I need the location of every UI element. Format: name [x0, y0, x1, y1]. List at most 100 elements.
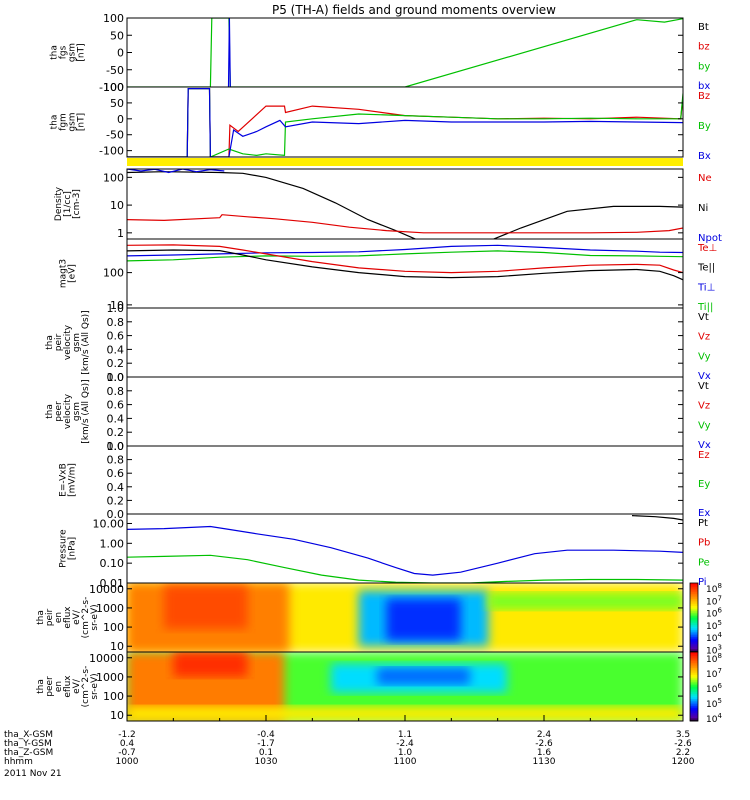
panel-fgs: 100 50 0 -50 -100 tha fgs gsm [nT] Bt bz by bx — [50, 12, 711, 94]
colorbar-exponent: 4 — [717, 631, 722, 639]
legend-vel_electron-2: Vy — [698, 420, 711, 431]
colorbar-segment — [690, 660, 698, 663]
colorbar-segment — [690, 665, 698, 669]
colorbar-segment — [690, 696, 698, 700]
y-axis-label: [1/cc] — [63, 191, 73, 217]
series-fgm-bx — [127, 87, 683, 157]
colorbar-segment — [690, 693, 698, 696]
y-axis-label: tha — [45, 335, 55, 350]
y-axis-label: E=-VxB — [59, 463, 69, 497]
heatmap-cell-eflux_electron-4 — [377, 667, 470, 685]
x-row-label: tha_Z-GSM — [4, 748, 53, 758]
x-row-value: -1.7 — [257, 739, 275, 749]
y-tick-label: 10000 — [89, 652, 124, 665]
colorbar-segment — [690, 598, 698, 601]
y-axis-label: tha — [36, 679, 46, 694]
colorbar-tick-label: 107 — [706, 667, 722, 680]
legend-temperature-3: Ti|| — [697, 302, 713, 313]
colorbar-segment — [690, 614, 698, 617]
y-axis-label: tha — [45, 404, 55, 419]
colorbar-segment — [690, 664, 698, 667]
y-axis-label: velocity — [63, 324, 73, 360]
colorbar-segment — [690, 669, 698, 672]
colorbar-tick-label: 108 — [706, 582, 722, 595]
colorbar-exponent: 4 — [717, 712, 722, 720]
y-axis-label: sr-eV) — [90, 604, 100, 630]
colorbar-segment — [690, 674, 698, 677]
y-axis-label: gsm — [72, 333, 82, 352]
colorbar-segment — [690, 708, 698, 712]
y-axis-label: (cm^2-s- — [81, 666, 91, 708]
y-axis-label: gsm — [68, 43, 78, 62]
x-row-value: 1.1 — [398, 730, 412, 740]
legend-vel_ion-3: Vx — [698, 371, 711, 382]
colorbar-segment — [690, 584, 698, 587]
colorbar-segment — [690, 641, 698, 644]
heatmap-cell-eflux_ion-4 — [386, 598, 461, 641]
x-row-value: 0.4 — [120, 739, 135, 749]
panel-frame — [126, 86, 684, 158]
colorbar-segment — [690, 629, 698, 632]
y-tick-label: 0 — [117, 113, 124, 126]
panel-temperature: 100 10 magt3 [eV] Te⊥ Te|| Ti⊥ Ti|| — [59, 238, 717, 313]
colorbar-tick-label: 107 — [706, 594, 722, 607]
legend-vel_ion-1: Vz — [698, 332, 710, 343]
y-tick-label: 0.4 — [107, 412, 125, 425]
colorbar-segment — [690, 619, 698, 622]
y-tick-label: 100 — [103, 690, 124, 703]
y-axis-label: [eV] — [68, 264, 78, 283]
colorbar-segment — [690, 643, 698, 646]
colorbar-segment — [690, 672, 698, 675]
x-row-value: 1030 — [255, 757, 278, 767]
colorbar-segment — [690, 620, 698, 624]
legend-temperature-2: Ti⊥ — [697, 282, 715, 293]
colorbar-segment — [690, 610, 698, 613]
y-tick-label: 0.2 — [107, 357, 125, 370]
y-tick-label: 1000 — [96, 602, 124, 615]
panel-frame — [126, 168, 684, 240]
y-axis-label: magt3 — [59, 259, 69, 288]
y-axis-label: eflux — [63, 606, 73, 629]
legend-density-1: Ni — [698, 203, 708, 214]
legend-temperature-1: Te|| — [697, 263, 715, 274]
colorbar-segment — [690, 624, 698, 627]
y-tick-label: 1.0 — [107, 302, 125, 315]
colorbar-segment — [690, 698, 698, 701]
colorbar-segment — [690, 633, 698, 636]
y-axis-label: peer — [45, 676, 55, 697]
colorbar-segment — [690, 712, 698, 715]
colorbar-segment — [690, 703, 698, 706]
x-row-value: -0.4 — [257, 730, 275, 740]
colorbar-segment — [690, 596, 698, 600]
colorbar-exponent: 6 — [717, 607, 722, 615]
colorbar-exponent: 5 — [717, 619, 721, 627]
colorbar-segment — [690, 639, 698, 643]
y-tick-label: 0.01 — [100, 577, 125, 590]
legend-fgs-1: bz — [698, 42, 710, 53]
panel-fgm: 100 50 0 -50 -100 tha fgm gsm [nT] Bz By Bx — [50, 81, 711, 162]
y-tick-label: 1000 — [96, 671, 124, 684]
legend-density-2: Npot — [698, 233, 722, 244]
colorbar-segment — [690, 601, 698, 605]
series-pressure-pi — [127, 525, 683, 576]
y-tick-label: 1.0 — [107, 440, 125, 453]
y-tick-label: 1.00 — [100, 537, 125, 550]
y-axis-label: eV/ — [72, 609, 82, 625]
colorbar-segment — [690, 667, 698, 670]
y-tick-label: 0.4 — [107, 343, 125, 356]
colorbar-segment — [690, 600, 698, 603]
colorbar-segment — [690, 608, 698, 612]
legend-vel_ion-2: Vy — [698, 351, 711, 362]
y-tick-label: 0.8 — [107, 316, 125, 329]
legend-efield-2: Ex — [698, 508, 710, 519]
x-row-label: hhmm — [4, 757, 33, 767]
series-temperature-te — [127, 249, 683, 281]
y-tick-label: 0.10 — [100, 557, 125, 570]
mode-bar — [127, 158, 683, 166]
colorbar-segment — [690, 715, 698, 719]
colorbar-frame — [689, 651, 699, 722]
y-axis-label: [cm-3] — [72, 189, 82, 219]
